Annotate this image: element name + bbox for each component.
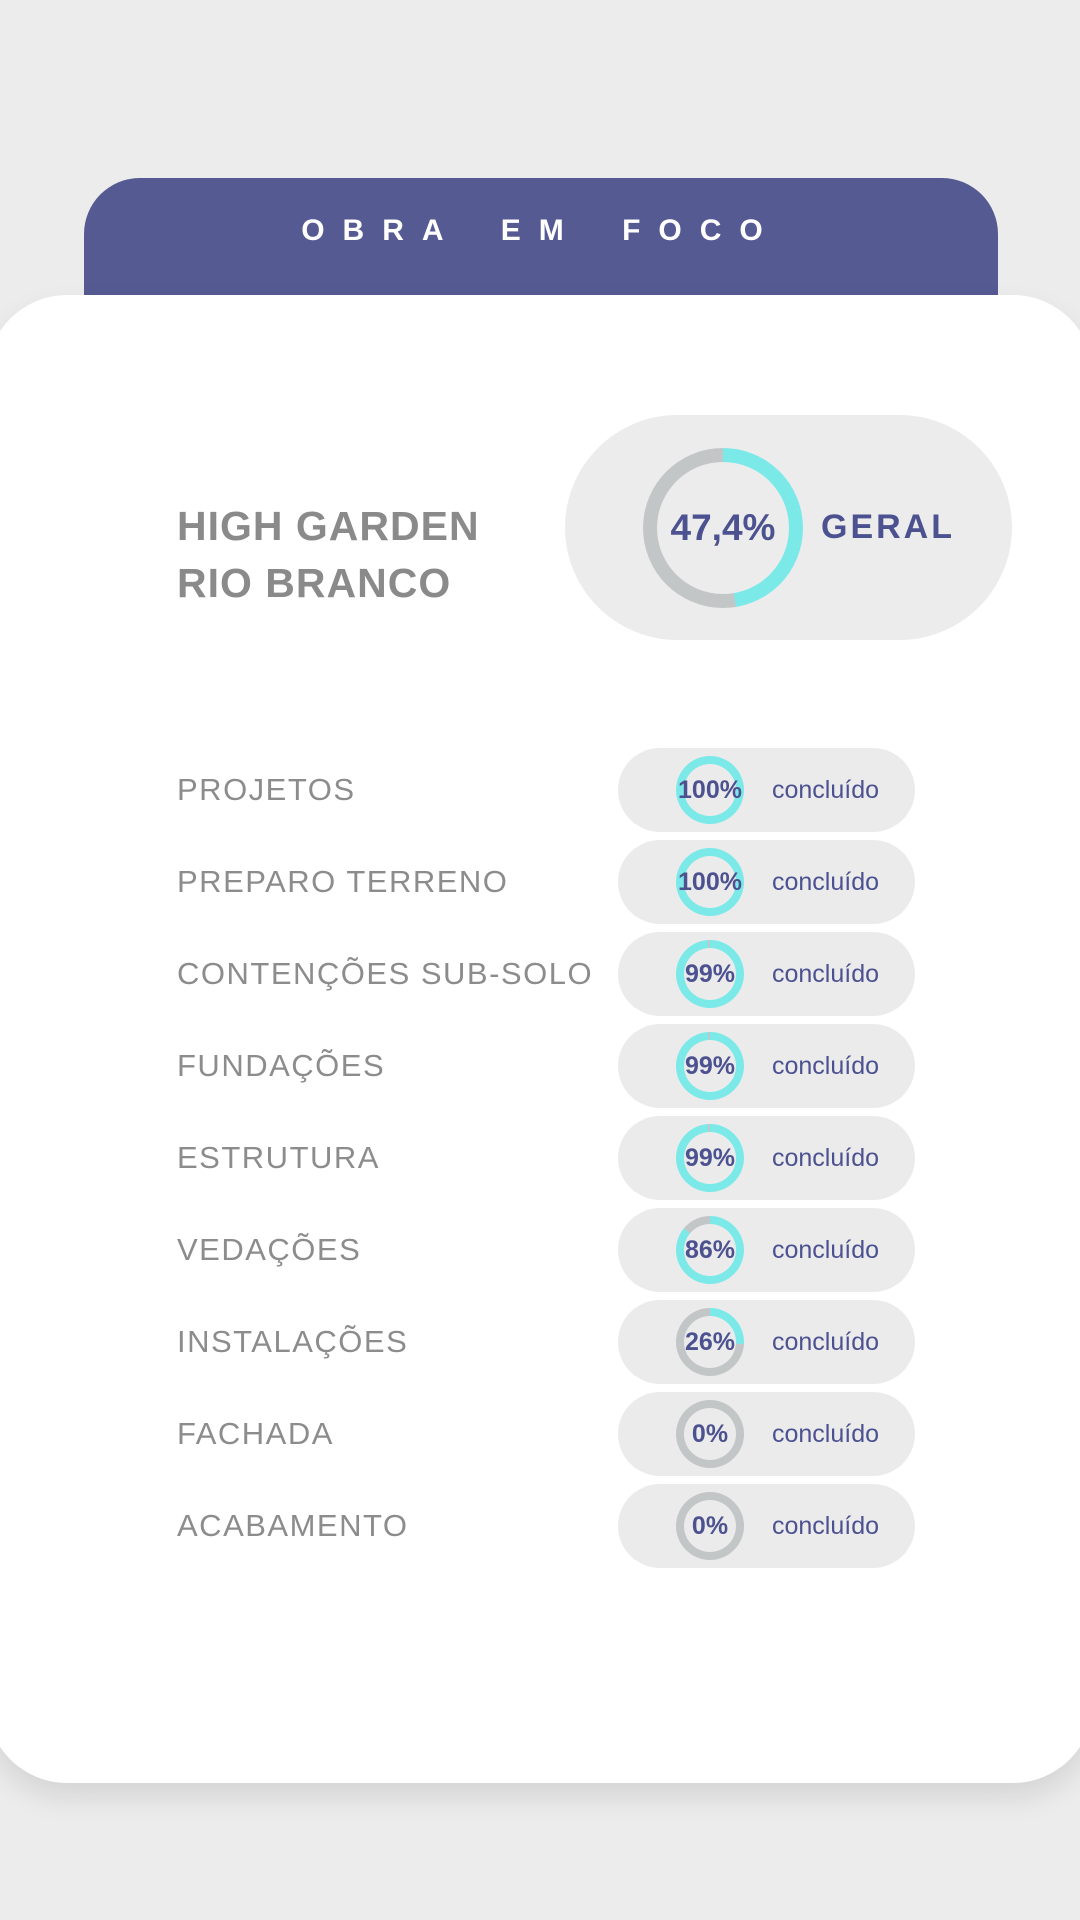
phase-percent: 0%: [691, 1419, 729, 1448]
phase-row: INSTALAÇÕES 26% concluído: [0, 1300, 1080, 1384]
phase-progress-pill: 100% concluído: [618, 748, 915, 832]
phase-ring-hole: [684, 1040, 736, 1092]
phase-progress-ring: 99%: [676, 1032, 744, 1100]
phase-row: FUNDAÇÕES 99% concluído: [0, 1024, 1080, 1108]
phase-progress-pill: 0% concluído: [618, 1484, 915, 1568]
phase-label: INSTALAÇÕES: [177, 1324, 409, 1359]
overall-donut-hole: 47,4%: [657, 462, 789, 594]
phase-progress-ring: 99%: [676, 1124, 744, 1192]
phase-percent: 99%: [684, 959, 736, 988]
phase-label: FUNDAÇÕES: [177, 1048, 386, 1083]
phase-status: concluído: [772, 1511, 880, 1540]
phase-list: PROJETOS 100% concluído PREPARO TERRENO …: [0, 748, 1080, 1576]
phase-ring-hole: [684, 1500, 736, 1552]
app-title: OBRA EM FOCO: [301, 214, 781, 247]
phase-status: concluído: [772, 867, 880, 896]
phase-progress-pill: 99% concluído: [618, 932, 915, 1016]
phase-label: VEDAÇÕES: [177, 1232, 362, 1267]
phase-ring-hole: [684, 1132, 736, 1184]
phase-status: concluído: [772, 775, 880, 804]
phase-percent: 100%: [678, 775, 742, 804]
overall-progress-container: 47,4% GERAL: [565, 415, 1012, 640]
phase-label: ESTRUTURA: [177, 1140, 380, 1175]
phase-progress-pill: 99% concluído: [618, 1024, 915, 1108]
phase-progress-ring: 26%: [676, 1308, 744, 1376]
phase-status: concluído: [772, 959, 880, 988]
phase-percent: 99%: [684, 1051, 736, 1080]
phase-row: PREPARO TERRENO 100% concluído: [0, 840, 1080, 924]
phase-progress-ring: 100%: [676, 756, 744, 824]
project-name: HIGH GARDEN RIO BRANCO: [177, 498, 480, 612]
phase-ring-hole: [684, 948, 736, 1000]
phase-label: PREPARO TERRENO: [177, 864, 509, 899]
phase-percent: 100%: [678, 867, 742, 896]
phase-status: concluído: [772, 1235, 880, 1264]
phase-progress-ring: 0%: [676, 1400, 744, 1468]
phase-label: FACHADA: [177, 1416, 334, 1451]
phase-label: PROJETOS: [177, 772, 356, 807]
phase-ring-hole: [684, 764, 736, 816]
phase-percent: 86%: [684, 1235, 736, 1264]
phase-progress-pill: 100% concluído: [618, 840, 915, 924]
overall-donut-ring: 47,4%: [643, 448, 803, 608]
phase-status: concluído: [772, 1327, 880, 1356]
overall-label: GERAL: [821, 508, 955, 546]
phase-progress-ring: 0%: [676, 1492, 744, 1560]
phase-percent: 0%: [691, 1511, 729, 1540]
phase-ring-hole: [684, 1224, 736, 1276]
phase-row: ESTRUTURA 99% concluído: [0, 1116, 1080, 1200]
phase-progress-ring: 100%: [676, 848, 744, 916]
phase-progress-pill: 86% concluído: [618, 1208, 915, 1292]
phase-progress-ring: 86%: [676, 1216, 744, 1284]
phase-label: ACABAMENTO: [177, 1508, 409, 1543]
phase-status: concluído: [772, 1419, 880, 1448]
phase-ring-hole: [684, 1408, 736, 1460]
overall-percent: 47,4%: [670, 507, 776, 548]
phase-percent: 26%: [684, 1327, 736, 1356]
phase-row: VEDAÇÕES 86% concluído: [0, 1208, 1080, 1292]
phase-row: FACHADA 0% concluído: [0, 1392, 1080, 1476]
phase-progress-pill: 0% concluído: [618, 1392, 915, 1476]
phase-label: CONTENÇÕES SUB-SOLO: [177, 956, 594, 991]
phase-progress-pill: 99% concluído: [618, 1116, 915, 1200]
phase-row: CONTENÇÕES SUB-SOLO 99% concluído: [0, 932, 1080, 1016]
phase-status: concluído: [772, 1143, 880, 1172]
phase-row: ACABAMENTO 0% concluído: [0, 1484, 1080, 1568]
phase-ring-hole: [684, 856, 736, 908]
phase-ring-hole: [684, 1316, 736, 1368]
phase-row: PROJETOS 100% concluído: [0, 748, 1080, 832]
phase-progress-ring: 99%: [676, 940, 744, 1008]
phase-status: concluído: [772, 1051, 880, 1080]
project-name-line1: HIGH GARDEN: [177, 503, 480, 549]
project-name-line2: RIO BRANCO: [177, 560, 452, 606]
phase-progress-pill: 26% concluído: [618, 1300, 915, 1384]
phase-percent: 99%: [684, 1143, 736, 1172]
